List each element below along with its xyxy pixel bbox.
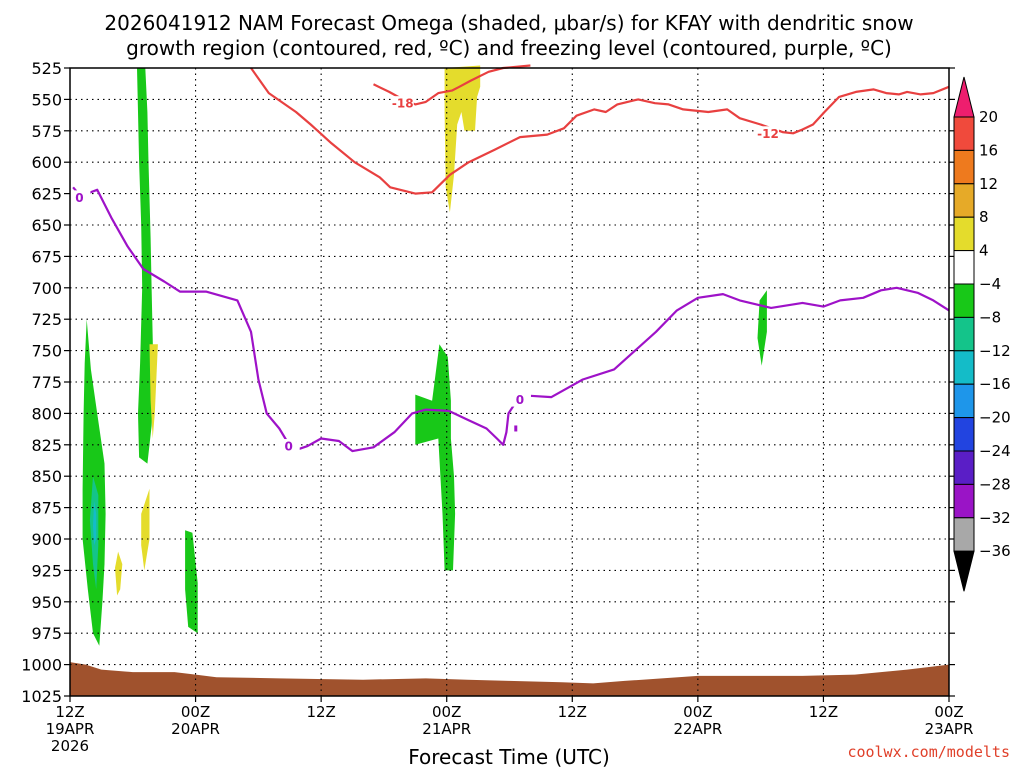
y-tick-label-550: 550: [31, 90, 62, 109]
omega-region-8: [149, 344, 158, 439]
y-tick-label-700: 700: [31, 279, 62, 298]
y-tick-label-800: 800: [31, 404, 62, 423]
colorbar-bin-7: [953, 350, 975, 385]
contour-label-bg-3: [508, 392, 531, 407]
x-tick-label-1-1: 20APR: [171, 720, 220, 738]
colorbar-bin-11: [953, 483, 975, 519]
colorbar-bin-12: [953, 517, 975, 552]
y-tick-label-600: 600: [31, 153, 62, 172]
colorbar-label-8: −16: [979, 375, 1011, 393]
grid-lines: [70, 68, 949, 696]
omega-region-0: [137, 68, 154, 464]
colorbar-label-9: −20: [979, 409, 1011, 427]
colorbar-bin-2: [953, 183, 975, 218]
x-tick-label-6-0: 12Z: [809, 703, 838, 721]
colorbar-bin-8: [953, 383, 975, 419]
chart-title-line1: 2026041912 NAM Forecast Omega (shaded, μ…: [104, 11, 913, 35]
colorbar-label-7: −12: [979, 342, 1011, 360]
omega-region-6: [757, 290, 767, 366]
y-tick-label-900: 900: [31, 530, 62, 549]
colorbar-bin-0: [953, 116, 975, 151]
y-tick-label-825: 825: [31, 436, 62, 455]
credit-text: coolwx.com/modelts: [847, 743, 1010, 761]
colorbar-bin-4: [953, 250, 975, 285]
y-tick-label-875: 875: [31, 499, 62, 518]
x-tick-label-4-0: 12Z: [558, 703, 587, 721]
ground-terrain: [70, 662, 949, 696]
y-tick-label-525: 525: [31, 59, 62, 78]
colorbar-label-11: −28: [979, 475, 1011, 493]
y-tick-label-1000: 1000: [21, 656, 62, 675]
colorbar-label-3: 8: [979, 208, 989, 226]
y-tick-label-950: 950: [31, 593, 62, 612]
omega-region-9: [141, 488, 150, 571]
contour-label-1: -12: [757, 127, 779, 141]
contour-line-0: [250, 67, 950, 195]
colorbar-bin-10: [953, 450, 975, 485]
omega-region-3: [93, 501, 97, 546]
contour-label-4: 0: [285, 440, 293, 454]
x-tick-label-0-2: 2026: [51, 737, 89, 755]
contour-fragment: [514, 425, 518, 432]
y-axis: 525 550 575 600 625 650 675 700 725 750 775 800 825 8…: [21, 59, 955, 706]
colorbar-bin-1: [953, 149, 975, 185]
y-tick-label-650: 650: [31, 216, 62, 235]
chart-title-line2: growth region (contoured, red, ºC) and f…: [126, 36, 892, 60]
x-tick-label-7-1: 23APR: [925, 720, 974, 738]
omega-region-5: [415, 344, 456, 571]
y-tick-label-850: 850: [31, 467, 62, 486]
y-tick-label-725: 725: [31, 310, 62, 329]
colorbar-top-triangle: [953, 76, 975, 118]
omega-region-10: [115, 551, 123, 596]
y-tick-label-975: 975: [31, 624, 62, 643]
x-tick-label-5-0: 00Z: [683, 703, 712, 721]
x-tick-label-2-0: 12Z: [306, 703, 335, 721]
colorbar-label-10: −24: [979, 442, 1011, 460]
colorbar-label-13: −36: [979, 542, 1011, 560]
y-tick-label-925: 925: [31, 561, 62, 580]
contour-label-bg-0: [391, 96, 414, 111]
colorbar: 20 16 12 8 4 −4 −8 −12 −16 −20 −24 −28 −32 −36: [953, 76, 1011, 592]
colorbar-label-6: −8: [979, 308, 1001, 326]
colorbar-bin-9: [953, 417, 975, 452]
colorbar-label-5: −4: [979, 275, 1001, 293]
x-tick-label-3-0: 00Z: [432, 703, 461, 721]
omega-region-4: [185, 530, 198, 634]
colorbar-label-2: 12: [979, 175, 998, 193]
x-axis-label: Forecast Time (UTC): [408, 745, 610, 768]
contour-label-bg-2: [68, 190, 91, 205]
x-tick-label-3-1: 21APR: [422, 720, 471, 738]
contour-label-bg-1: [756, 126, 779, 141]
x-tick-label-0-1: 19APR: [46, 720, 95, 738]
colorbar-bin-3: [953, 216, 975, 252]
x-tick-label-1-0: 00Z: [181, 703, 210, 721]
y-tick-label-750: 750: [31, 342, 62, 361]
contour-line-2: [72, 186, 950, 453]
y-tick-label-1025: 1025: [21, 687, 62, 706]
omega-region-7: [444, 65, 481, 213]
colorbar-bottom-triangle: [953, 550, 975, 592]
x-tick-label-7-0: 00Z: [934, 703, 963, 721]
colorbar-bin-5: [953, 283, 975, 318]
colorbar-label-1: 16: [979, 141, 998, 159]
contour-label-2: 0: [75, 191, 83, 205]
colorbar-label-12: −32: [979, 509, 1011, 527]
colorbar-label-0: 20: [979, 108, 998, 126]
contour-label-0: -18: [392, 97, 414, 111]
x-tick-label-0-0: 12Z: [55, 703, 84, 721]
contour-label-3: 0: [516, 393, 524, 407]
plot-frame: [69, 67, 950, 697]
colorbar-label-4: 4: [979, 242, 989, 260]
omega-shading: [70, 65, 949, 696]
contours: -18 -12 0 0 0: [68, 64, 950, 454]
contour-label-bg-4: [277, 439, 300, 454]
x-tick-label-5-1: 22APR: [673, 720, 722, 738]
y-tick-label-625: 625: [31, 185, 62, 204]
y-tick-label-775: 775: [31, 373, 62, 392]
y-tick-label-675: 675: [31, 247, 62, 266]
colorbar-bin-6: [953, 316, 975, 352]
y-tick-label-575: 575: [31, 122, 62, 141]
